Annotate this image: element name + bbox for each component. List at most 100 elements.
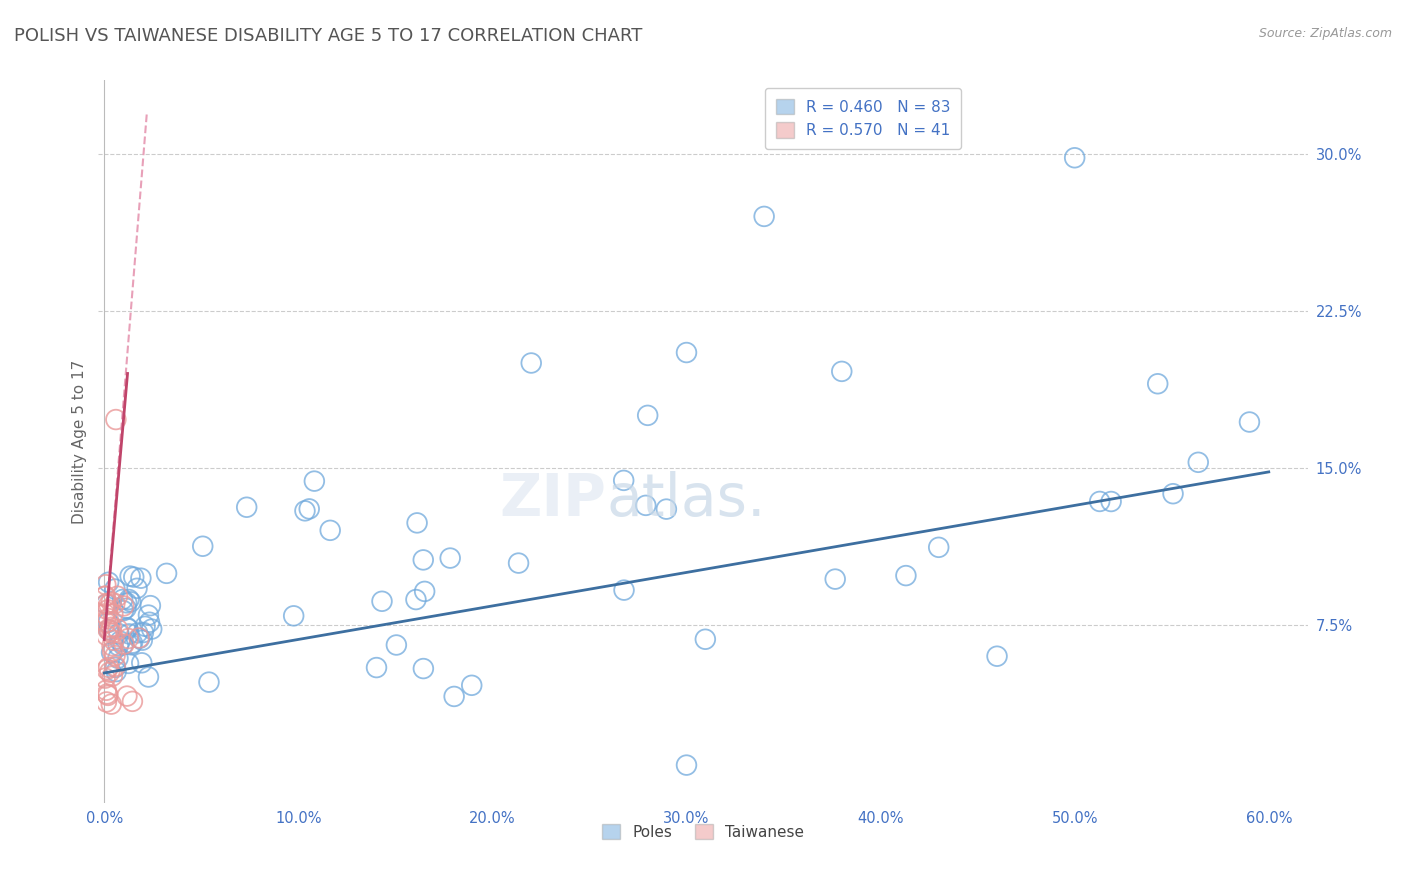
Point: [108, 626, 131, 640]
Point: [104, 659, 127, 673]
Point: [134, 619, 156, 633]
Point: [101, 607, 124, 621]
Point: [405, 592, 427, 607]
Point: [97, 611, 120, 625]
Point: [107, 639, 129, 653]
Point: [98, 665, 121, 680]
Point: [100, 595, 122, 609]
Point: [675, 758, 697, 772]
Point: [366, 660, 388, 674]
Point: [107, 623, 129, 637]
Point: [520, 356, 543, 370]
Point: [97, 603, 120, 617]
Point: [101, 644, 124, 658]
Point: [1187, 455, 1209, 469]
Point: [675, 345, 697, 359]
Y-axis label: Disability Age 5 to 17: Disability Age 5 to 17: [72, 359, 87, 524]
Point: [986, 649, 1008, 664]
Point: [115, 601, 138, 615]
Point: [94, 589, 117, 603]
Point: [118, 592, 141, 607]
Point: [112, 637, 135, 651]
Point: [97, 575, 120, 590]
Point: [100, 697, 122, 711]
Point: [96, 695, 118, 709]
Point: [115, 689, 138, 703]
Point: [695, 632, 717, 647]
Point: [125, 582, 148, 596]
Point: [128, 631, 150, 645]
Point: [97, 623, 120, 637]
Point: [97, 623, 120, 637]
Point: [111, 638, 134, 652]
Point: [655, 502, 678, 516]
Point: [1161, 486, 1184, 500]
Point: [443, 690, 465, 704]
Point: [117, 622, 139, 636]
Point: [412, 662, 434, 676]
Point: [98, 624, 121, 638]
Point: [117, 621, 139, 635]
Point: [103, 633, 125, 648]
Point: [115, 596, 138, 610]
Point: [111, 592, 134, 607]
Point: [112, 599, 135, 613]
Point: [105, 665, 128, 679]
Point: [128, 632, 150, 646]
Point: [120, 569, 142, 583]
Point: [104, 660, 127, 674]
Point: [1088, 494, 1111, 508]
Point: [283, 608, 305, 623]
Point: [117, 632, 139, 646]
Point: [752, 210, 775, 224]
Point: [101, 669, 124, 683]
Point: [613, 583, 636, 598]
Point: [104, 648, 127, 663]
Point: [198, 675, 221, 690]
Point: [107, 651, 129, 665]
Point: [104, 597, 127, 611]
Point: [94, 671, 117, 685]
Point: [101, 639, 124, 653]
Point: [122, 570, 145, 584]
Point: [439, 551, 461, 566]
Point: [138, 608, 160, 623]
Point: [96, 663, 118, 677]
Point: [461, 678, 484, 692]
Point: [120, 595, 142, 609]
Point: [112, 604, 135, 618]
Point: [97, 598, 120, 612]
Point: [928, 541, 950, 555]
Point: [97, 615, 120, 630]
Point: [121, 636, 143, 650]
Point: [108, 634, 131, 648]
Point: [97, 689, 120, 703]
Point: [235, 500, 257, 515]
Point: [1063, 151, 1085, 165]
Text: atlas.: atlas.: [606, 471, 766, 528]
Text: ZIP: ZIP: [499, 471, 606, 528]
Point: [100, 646, 122, 660]
Point: [96, 687, 118, 701]
Point: [413, 584, 436, 599]
Point: [155, 566, 177, 581]
Point: [304, 474, 326, 488]
Point: [139, 599, 162, 613]
Point: [117, 657, 139, 671]
Point: [371, 594, 394, 608]
Point: [294, 504, 316, 518]
Point: [104, 582, 127, 596]
Point: [141, 622, 163, 636]
Point: [634, 499, 657, 513]
Point: [96, 629, 118, 643]
Text: Source: ZipAtlas.com: Source: ZipAtlas.com: [1258, 27, 1392, 40]
Point: [613, 474, 636, 488]
Point: [94, 578, 117, 592]
Point: [412, 553, 434, 567]
Point: [96, 683, 118, 698]
Point: [385, 638, 408, 652]
Point: [1239, 415, 1261, 429]
Point: [129, 571, 152, 585]
Point: [96, 597, 118, 611]
Point: [100, 620, 122, 634]
